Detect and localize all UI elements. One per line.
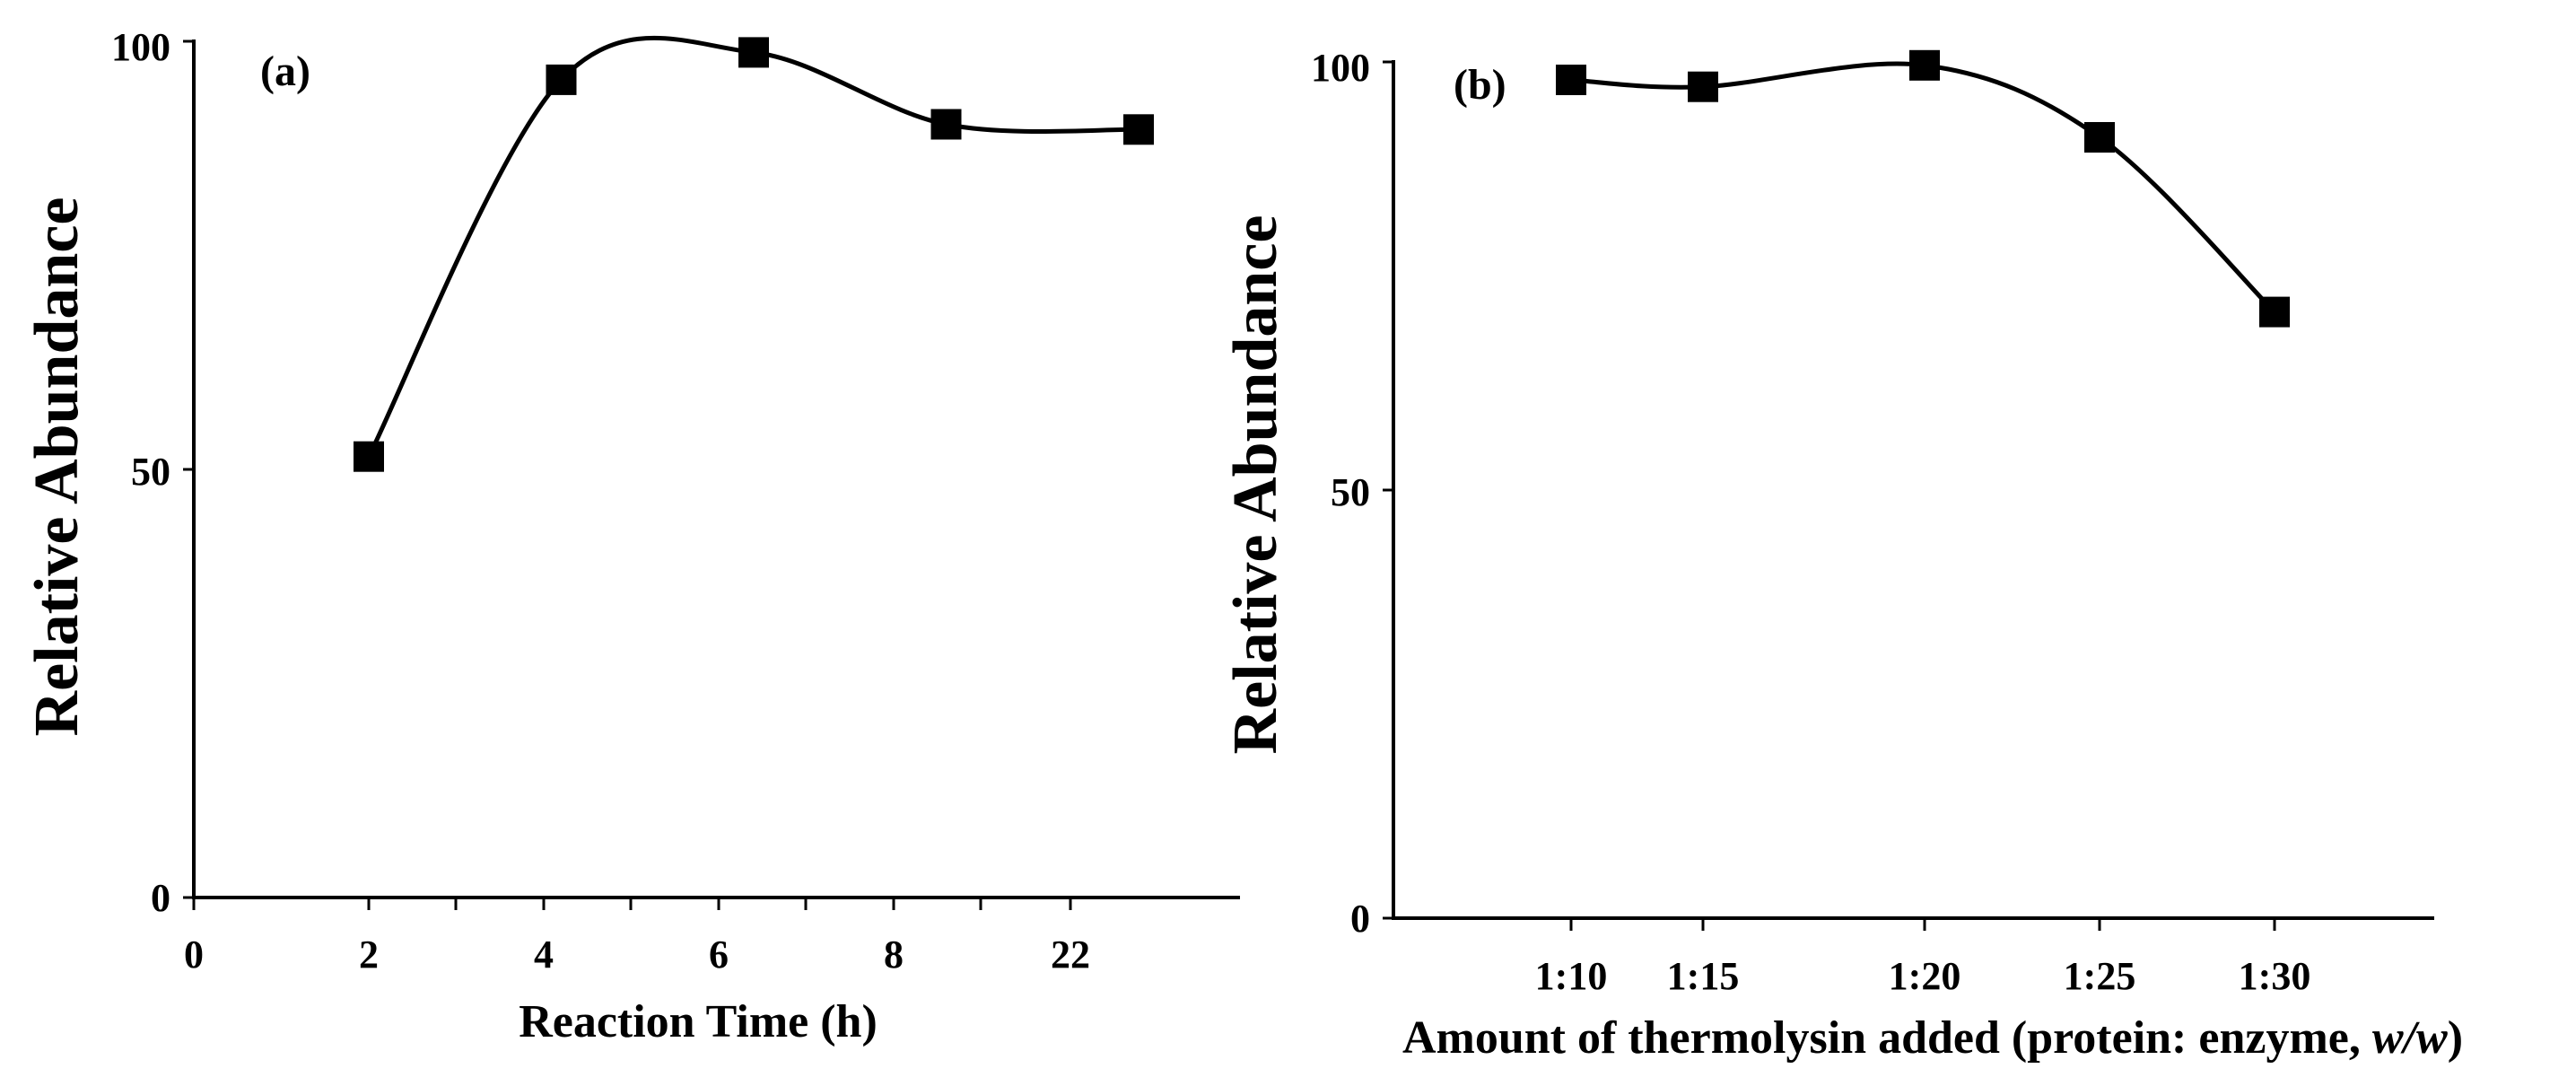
panel-b-y-tick-label-0: 0 <box>1350 897 1370 941</box>
panel-b: 0 50 100 1:10 1:15 1:20 1:25 1:30 Amount… <box>1221 46 2463 1064</box>
panel-b-y-axis-title: Relative Abundance <box>1221 215 1290 755</box>
panel-a-x-tick-label-2: 2 <box>359 933 379 977</box>
panel-a: 0 50 100 0 2 4 6 8 22 Reaction Time (h) … <box>22 25 1240 1047</box>
panel-b-x-tick-label-1-20: 1:20 <box>1889 954 1961 998</box>
panel-b-x-tick-label-1-30: 1:30 <box>2239 954 2311 998</box>
panel-a-y-axis-title: Relative Abundance <box>22 197 92 737</box>
panel-a-series-line <box>366 35 1140 458</box>
panel-b-data-point-4 <box>2259 296 2290 328</box>
panel-b-x-axis-title: Amount of thermolysin added (protein: en… <box>1402 1012 2463 1064</box>
panel-a-x-tick-label-6: 6 <box>709 933 729 977</box>
panel-b-x-tick-label-1-25: 1:25 <box>2064 954 2136 998</box>
panel-a-data-point-2 <box>738 37 769 68</box>
panel-a-data-point-4 <box>1123 114 1154 145</box>
panel-b-x-tick-label-1-15: 1:15 <box>1667 954 1740 998</box>
panel-b-x-axis-title-main: Amount of thermolysin added (protein: en… <box>1402 1012 2372 1064</box>
panel-a-x-tick-label-4: 4 <box>534 933 554 977</box>
panel-b-data-point-2 <box>1909 49 1940 81</box>
panel-a-y-tick-label-100: 100 <box>111 25 170 69</box>
panel-b-data-point-1 <box>1688 71 1718 102</box>
panel-a-y-tick-label-50: 50 <box>131 450 170 494</box>
panel-a-data-point-3 <box>930 109 962 140</box>
panel-a-x-tick-label-0: 0 <box>184 933 204 977</box>
panel-a-x-axis-title: Reaction Time (h) <box>519 996 878 1047</box>
panel-b-label: (b) <box>1454 61 1506 109</box>
panel-b-y-tick-label-50: 50 <box>1331 470 1370 514</box>
panel-a-data-point-1 <box>546 64 577 95</box>
panel-a-y-tick-label-0: 0 <box>151 876 170 920</box>
panel-b-data-point-0 <box>1556 65 1586 95</box>
panel-a-x-tick-label-8: 8 <box>884 933 904 977</box>
panel-b-data-point-3 <box>2084 122 2115 153</box>
panel-b-x-tick-label-1-10: 1:10 <box>1535 954 1608 998</box>
panel-a-x-tick-label-22: 22 <box>1051 933 1090 977</box>
panel-b-y-tick-label-100: 100 <box>1311 46 1370 90</box>
panel-a-data-point-0 <box>354 441 384 472</box>
panel-b-x-axis-title-suffix: ) <box>2448 1012 2463 1064</box>
panel-b-series-line <box>1570 61 2276 314</box>
panel-b-x-axis-title-italic: w/w <box>2372 1012 2448 1064</box>
panel-a-label: (a) <box>260 48 310 95</box>
